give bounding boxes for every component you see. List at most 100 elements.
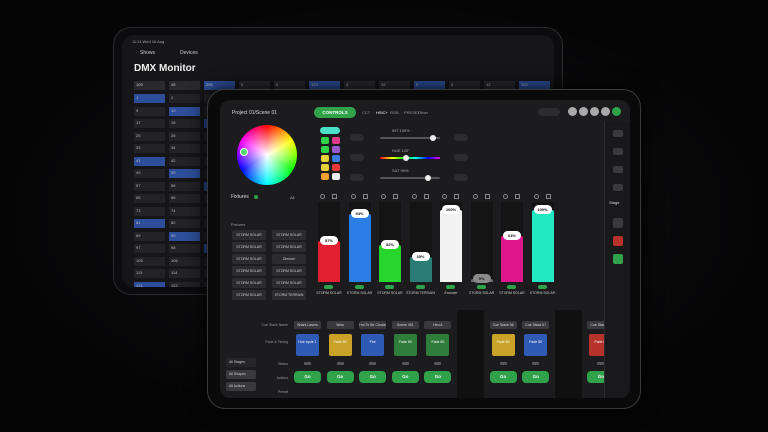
fader-toggle[interactable] [415,285,425,289]
swatch[interactable] [321,146,329,153]
slider-knob[interactable] [403,155,409,161]
fixture-button[interactable]: STORM SOLAR [232,242,266,252]
fixture-button[interactable]: STORM SOLAR [272,230,306,240]
tab[interactable]: PRESET [404,110,421,115]
swatch[interactable] [332,137,340,144]
cue-name[interactable]: Hero1 [424,321,452,329]
cue-tile[interactable]: Fade 80 [328,334,352,356]
cue-tile[interactable]: Fade 80 [491,334,515,356]
cue-tile[interactable]: Fade 80 [426,334,450,356]
swatch[interactable] [321,173,329,180]
sidebar-item[interactable] [613,184,623,191]
minus-button[interactable] [350,154,364,161]
swatch[interactable] [320,127,340,134]
fader-bar[interactable] [318,240,340,282]
cue-name[interactable]: Wow [326,321,354,329]
sidebar-item[interactable] [613,148,623,155]
minus-button[interactable] [350,134,364,141]
fader-toggle[interactable] [507,285,516,289]
sidebar-item[interactable] [613,236,623,246]
fader-toggle[interactable] [446,285,455,289]
cue-name[interactable]: Cue Stack 06 [489,321,517,329]
sidebar-item[interactable] [613,130,623,137]
header-icon[interactable] [590,107,599,116]
fader-toggle[interactable] [385,285,394,289]
cue-name[interactable]: Cue Stack 07 [522,321,550,329]
row-label: Status [278,362,288,366]
fader-toggle[interactable] [476,285,486,289]
go-button[interactable]: Go [489,371,517,383]
tab[interactable]: HSIC+ [376,110,388,115]
header-icon[interactable] [579,107,588,116]
tab[interactable]: Other [418,110,429,115]
tab[interactable]: CCT [362,110,371,115]
breadcrumb[interactable]: Project 01/Scene 01 [232,110,278,116]
fixture-button[interactable]: STORM SOLAR [272,278,306,288]
go-button[interactable]: Go [326,371,354,383]
tab[interactable]: RGB [390,110,399,115]
fixture-button[interactable]: STORM SOLAR [272,242,306,252]
fixture-button[interactable]: STORM SOLAR [232,290,266,300]
filter[interactable]: All [290,195,295,200]
header-icon[interactable] [612,107,621,116]
fader-toggle[interactable] [354,285,364,289]
slider-track [380,177,440,179]
stage-button[interactable]: All Stages [226,358,256,367]
fader-bar[interactable] [348,214,371,282]
stage-button[interactable]: All Shapes [226,370,256,379]
fixture-button[interactable]: STORM SOLAR [232,254,266,264]
swatch[interactable] [321,155,329,162]
front-tablet: Project 01/Scene 01 CONTROLS CCT HSIC+ RGB PR… [207,89,641,409]
plus-button[interactable] [454,154,468,161]
swatch[interactable] [332,146,340,153]
status-time: 11:11 Wed 18 Aug [132,39,165,44]
color-wheel[interactable] [237,125,297,185]
fixture-button[interactable]: Dimmer [272,254,306,264]
sidebar-item[interactable] [613,218,623,228]
go-button[interactable]: Go [391,371,419,383]
slider-knob[interactable] [425,175,431,181]
fixture-button[interactable]: STORM SOLAR [232,266,266,276]
header-icon[interactable] [601,107,610,116]
swatch[interactable] [332,164,340,171]
sidebar-item[interactable] [613,166,623,173]
fader-toggle[interactable] [324,285,333,289]
plus-button[interactable] [454,134,468,141]
minus-button[interactable] [350,174,364,181]
fader-bar[interactable] [379,244,401,282]
go-button[interactable]: Go [424,371,452,383]
swatch[interactable] [321,137,329,144]
fader-bar[interactable] [409,256,432,282]
cue-tile[interactable]: Hue cycle 1 [296,334,319,356]
go-button[interactable]: Go [359,371,387,383]
tab[interactable]: Shows [140,50,156,56]
fixture-button[interactable]: STORM TERRAIN [272,290,306,300]
fader-bar[interactable] [501,235,523,282]
swatch[interactable] [321,164,329,171]
fixture-button[interactable]: STORM SOLAR [232,230,266,240]
mode-button[interactable]: CONTROLS [314,107,356,118]
fader-bar[interactable] [531,210,554,282]
cue-name[interactable]: Scene 401 [391,321,419,329]
header-icon[interactable] [568,107,577,116]
channel-cell: 57 [134,181,165,191]
cue-name[interactable]: Cue Stack 09 [587,321,615,329]
plus-button[interactable] [454,174,468,181]
slider-knob[interactable] [430,135,436,141]
cue-name[interactable]: Shark Lasers [294,321,321,329]
tab[interactable]: Devices [180,50,198,56]
cue-tile[interactable]: Fade 60 [393,334,417,356]
cue-name[interactable]: Hot To Be Chosen [359,321,387,329]
go-button[interactable]: Go [294,371,321,383]
sidebar-item[interactable] [613,254,623,264]
swatch[interactable] [332,173,340,180]
cue-tile[interactable]: Fire [361,334,385,356]
fixture-button[interactable]: STORM SOLAR [272,266,306,276]
fixture-button[interactable]: STORM SOLAR [232,278,266,288]
go-button[interactable]: Go [522,371,550,383]
stage-button[interactable]: All Actions [226,382,256,391]
swatch[interactable] [332,155,340,162]
cue-tile[interactable]: Fade 80 [524,334,548,356]
fader-bar[interactable] [440,210,462,282]
fader-toggle[interactable] [537,285,547,289]
